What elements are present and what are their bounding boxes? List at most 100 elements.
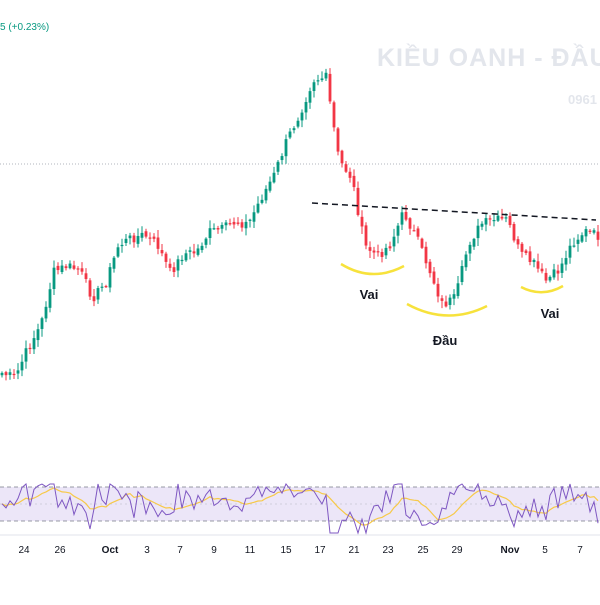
candle-body [564,258,568,265]
neckline[interactable] [311,202,597,221]
candle-body [64,266,68,269]
candle-body [332,102,336,128]
candle-body [520,243,524,252]
candle-body [540,268,544,272]
candle-body [184,253,188,261]
candle-body [336,128,340,152]
candle-body [208,228,212,239]
time-axis-label: Nov [500,545,520,556]
price-change-text: 5 (+0.23%) [0,22,50,33]
candle-body [516,239,520,245]
left-shoulder-label: Vai [359,287,379,302]
candle-body [264,188,268,201]
candle-body [568,245,572,258]
candle-body [580,235,584,242]
time-axis-label: 17 [314,545,326,556]
candle-body [92,296,96,302]
candle-body [412,230,416,232]
time-axis-label: 7 [577,545,583,556]
candle-body [204,238,208,245]
rsi-pane[interactable] [0,482,600,535]
candle-body [380,252,384,257]
candle-body [372,250,376,253]
candle-body [488,218,492,220]
time-axis-label: 15 [280,545,292,556]
candle-body [8,372,12,375]
candle-body [444,301,448,307]
candle-body [360,216,364,227]
candle-body [120,244,124,247]
candle-body [396,225,400,236]
candle-body [484,218,488,225]
candle-body [376,251,380,253]
candle-body [192,251,196,254]
candle-body [216,228,220,230]
candle-body [340,150,344,164]
candle-body [148,237,152,239]
candle-body [344,164,348,172]
candle-body [252,212,256,222]
candle-body [392,236,396,247]
time-axis-label: 29 [451,545,463,556]
candle-body [292,128,296,131]
candle-body [96,288,100,300]
candle-body [76,268,80,270]
candle-body [304,101,308,113]
candle-body [16,370,20,374]
candle-body [496,215,500,221]
candle-body [164,253,168,262]
candle-body [268,181,272,191]
candle-body [36,329,40,341]
right-shoulder-label: Vai [540,306,560,321]
candle-body [40,318,44,329]
rsi-line [1,482,599,535]
candle-body [596,231,600,240]
candle-body [44,306,48,319]
candle-body [468,244,472,254]
head-label: Đầu [432,333,458,348]
candle-body [500,216,504,219]
candle-body [280,156,284,161]
candle-body [4,372,8,376]
candle-body [132,235,136,243]
candle-body [456,283,460,297]
time-axis-label: 25 [417,545,429,556]
watermark-name: KIỀU OANH - ĐẦU [377,44,600,72]
candle-body [492,219,496,222]
candle-body [240,222,244,228]
candle-body [248,219,252,221]
candle-body [584,229,588,237]
time-axis-label: 21 [348,545,360,556]
candle-body [556,270,560,274]
candle-body [172,267,176,273]
candle-body [576,239,580,244]
watermark-phone: 0961 [568,92,597,107]
left-shoulder-arc [340,262,405,276]
candle-body [276,161,280,172]
time-axis-label: 5 [542,545,548,556]
rsi-ma-line [1,487,599,526]
candle-body [136,235,140,244]
candle-body [472,238,476,247]
candle-body [284,139,288,157]
candle-body [356,187,360,215]
candle-body [100,286,104,288]
candle-body [308,91,312,103]
time-axis-label: 3 [144,545,150,556]
candle-body [532,259,536,263]
candle-body [348,171,352,178]
candle-body [188,250,192,252]
candle-body [228,223,232,225]
candle-body [320,78,324,81]
candle-body [560,263,564,273]
candle-body [592,230,596,233]
candle-body [56,265,60,271]
candle-body [68,263,72,269]
candle-body [128,235,132,239]
candle-body [452,294,456,299]
candle-body [384,247,388,256]
candle-body [244,221,248,229]
candle-body [464,254,468,268]
